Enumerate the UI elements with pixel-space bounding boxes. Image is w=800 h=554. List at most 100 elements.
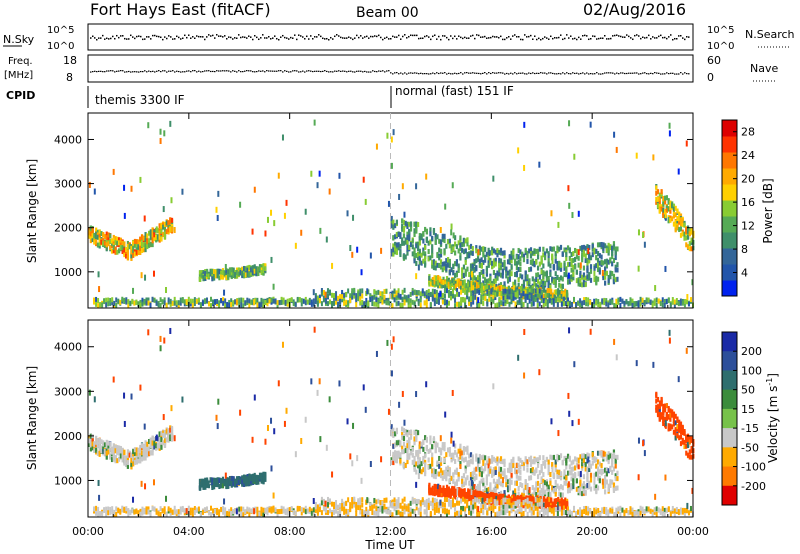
velocity-cell: [228, 479, 232, 485]
freq-point: [366, 71, 368, 73]
power-cell: [130, 255, 133, 261]
velocity-cell: [415, 451, 418, 457]
noise-point: [404, 34, 406, 36]
velocity-cell: [505, 475, 508, 481]
power-cell: [141, 301, 144, 307]
power-cell: [523, 164, 526, 171]
power-cell: [456, 281, 459, 287]
power-cell: [413, 250, 416, 256]
velocity-cell: [462, 481, 466, 487]
velocity-cell: [102, 448, 105, 454]
velocity-cell: [103, 442, 107, 448]
power-cell: [470, 291, 473, 297]
power-cell: [225, 268, 228, 274]
velocity-cell: [135, 458, 138, 464]
velocity-cell: [158, 438, 161, 444]
power-cell: [473, 275, 476, 281]
velocity-cell: [586, 477, 589, 483]
power-cell: [465, 283, 468, 289]
power-cell: [161, 299, 164, 305]
freq-point: [128, 70, 130, 73]
power-cell: [514, 272, 517, 278]
power-cell: [574, 264, 577, 270]
noise-point: [432, 35, 434, 38]
power-cell: [105, 297, 108, 303]
power-cell: [508, 254, 511, 260]
power-cell: [672, 203, 676, 209]
power-cell: [430, 281, 433, 287]
power-cell: [473, 261, 476, 267]
noise-point: [144, 38, 146, 40]
noise-point: [610, 37, 612, 40]
velocity-cell: [416, 460, 420, 466]
power-cell: [540, 293, 543, 299]
power-cell: [510, 254, 513, 260]
power-cell: [485, 279, 488, 285]
power-cell: [205, 268, 209, 274]
velocity-cell: [515, 473, 518, 479]
power-cell: [401, 183, 404, 190]
power-cell: [547, 251, 550, 257]
power-cell: [631, 302, 634, 308]
power-cell: [597, 299, 600, 305]
power-cell: [444, 203, 447, 210]
velocity-cell: [499, 466, 503, 472]
noise-point: [216, 34, 218, 36]
power-cell: [568, 255, 571, 261]
velocity-cell: [514, 480, 517, 486]
noise-point: [502, 38, 504, 41]
power-cell: [173, 296, 176, 302]
power-cell: [394, 245, 397, 251]
noise-point: [198, 35, 200, 38]
power-cell: [93, 239, 96, 245]
velocity-cell: [213, 484, 216, 490]
freq-point: [682, 73, 684, 75]
velocity-cell: [418, 457, 421, 463]
velocity-cell: [207, 482, 210, 488]
power-cell: [422, 231, 425, 237]
power-cell: [582, 244, 586, 250]
freq-point: [566, 72, 568, 74]
power-cell: [515, 261, 518, 267]
power-cell: [518, 290, 521, 296]
power-cell: [504, 295, 507, 301]
power-colorbar-tick-label: 4: [741, 267, 748, 280]
velocity-cell: [169, 434, 172, 440]
power-cell: [169, 120, 172, 127]
noise-point: [326, 37, 328, 40]
power-cell: [663, 302, 666, 308]
noise-point: [210, 35, 212, 37]
noise-point: [268, 35, 270, 38]
velocity-cell: [98, 445, 101, 451]
power-cell: [544, 255, 547, 261]
power-cell: [255, 271, 258, 277]
velocity-cell: [581, 461, 584, 467]
power-cell: [675, 298, 678, 304]
velocity-cell: [471, 454, 474, 460]
velocity-cell: [234, 481, 237, 487]
power-cell: [584, 257, 587, 263]
noise-point: [604, 34, 606, 37]
velocity-cell: [542, 487, 545, 493]
power-cell: [679, 226, 683, 232]
power-cell: [616, 262, 619, 268]
power-cell: [413, 289, 416, 295]
velocity-cell: [596, 459, 600, 465]
velocity-cell: [582, 481, 586, 487]
noise-point: [596, 38, 598, 40]
freq-point: [168, 70, 170, 72]
noise-point: [390, 38, 392, 40]
power-cell: [560, 294, 563, 300]
freq-point: [132, 71, 134, 73]
power-cell: [105, 235, 108, 241]
power-cell: [501, 273, 504, 279]
velocity-cell: [251, 478, 255, 484]
freq-point: [562, 72, 564, 74]
power-cell: [494, 292, 497, 298]
power-cell: [217, 190, 220, 197]
freq-point: [334, 70, 336, 72]
freq-point: [538, 72, 540, 75]
velocity-cell: [243, 482, 246, 488]
noise-point: [490, 36, 492, 39]
